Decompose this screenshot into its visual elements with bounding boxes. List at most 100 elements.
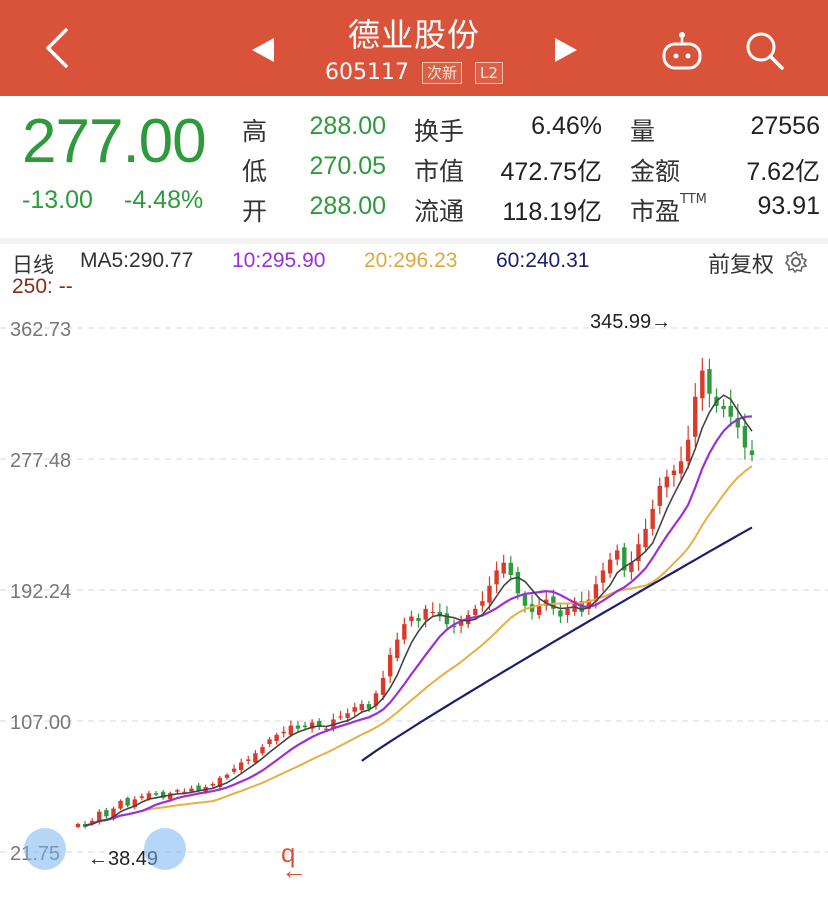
candle-body	[487, 585, 492, 603]
volume-value: 27556	[750, 112, 820, 140]
candle-body	[160, 791, 166, 798]
candle-body	[707, 369, 712, 394]
candle-body	[522, 594, 528, 606]
candle-body	[430, 611, 435, 614]
candle-body	[650, 508, 655, 529]
candle-body	[217, 777, 223, 788]
amount-value: 7.62亿	[746, 158, 820, 186]
zoom-out-button[interactable]	[24, 828, 66, 870]
low-value: 270.05	[309, 152, 386, 180]
scroll-back-indicator[interactable]: q ←	[281, 838, 307, 900]
candle-body	[444, 613, 450, 625]
candle-body	[153, 793, 159, 795]
candle-body	[125, 797, 130, 806]
candle-body	[685, 439, 691, 462]
period-label[interactable]: 日线	[12, 254, 54, 277]
candle-body	[700, 370, 705, 399]
back-icon[interactable]	[38, 26, 78, 70]
candle-body	[473, 608, 478, 615]
candle-body	[615, 550, 620, 560]
min-price-label: ←38.49	[88, 848, 158, 870]
candle-body	[551, 596, 556, 609]
next-stock-icon[interactable]	[553, 36, 579, 64]
candle-body	[89, 820, 95, 824]
candle-body	[536, 605, 542, 615]
float-cap-value: 118.19亿	[502, 198, 602, 226]
volume-label: 量	[630, 117, 656, 146]
search-icon[interactable]	[742, 28, 786, 72]
candle-body	[196, 785, 201, 791]
open-label: 开	[242, 197, 268, 226]
candle-body	[146, 793, 152, 800]
candle-body	[480, 601, 485, 606]
new-stock-tag: 次新	[422, 62, 463, 84]
candle-body	[409, 616, 414, 622]
gear-icon[interactable]	[784, 250, 808, 274]
candle-body	[75, 823, 81, 828]
candle-body	[643, 528, 648, 548]
chart-grid	[0, 327, 828, 853]
candle-body	[735, 418, 741, 428]
candle-body	[104, 810, 109, 817]
candle-body	[387, 654, 393, 677]
candle-body	[260, 747, 265, 754]
candle-body	[317, 720, 322, 726]
price-change-percent: -4.48%	[124, 186, 204, 214]
robot-assistant-icon[interactable]	[660, 30, 704, 72]
candle-body	[189, 788, 194, 792]
pe-label: 市盈TTM	[630, 192, 707, 228]
adjust-mode-button[interactable]: 前复权	[708, 253, 775, 278]
ma20-line	[91, 465, 753, 825]
candle-body	[267, 739, 272, 745]
price-change: -13.00	[22, 186, 93, 214]
candle-body	[210, 783, 215, 786]
candle-body	[749, 450, 755, 456]
candle-body	[338, 716, 343, 718]
candles	[75, 358, 755, 829]
level2-tag: L2	[475, 62, 503, 84]
ma250-legend: 250: --	[12, 275, 73, 298]
candle-body	[380, 677, 386, 695]
candle-body	[309, 722, 315, 729]
candle-body	[295, 725, 301, 729]
y-tick-label: 277.48	[10, 450, 71, 472]
candle-body	[586, 599, 592, 609]
candle-body	[565, 608, 570, 615]
turnover-label: 换手	[414, 117, 465, 146]
previous-stock-icon[interactable]	[250, 36, 276, 64]
candle-body	[253, 753, 258, 763]
candle-body	[345, 713, 350, 718]
ma20-legend: 20:296.23	[364, 249, 458, 272]
candle-body	[302, 725, 308, 728]
candle-body	[678, 461, 684, 474]
current-price: 277.00	[22, 107, 207, 176]
candle-body	[224, 774, 230, 778]
pe-value: 93.91	[757, 192, 820, 220]
max-price-label: 345.99→	[590, 311, 671, 333]
candle-body	[118, 800, 123, 809]
candle-body	[246, 759, 251, 761]
stock-code-row: 605117 次新 L2	[0, 60, 828, 85]
candle-body	[168, 793, 173, 800]
candle-body	[558, 610, 563, 617]
left-arrow-icon: ←	[281, 855, 307, 885]
candle-body	[324, 728, 329, 730]
ma5-line	[84, 394, 753, 827]
candle-body	[373, 693, 379, 706]
y-tick-label: 362.73	[10, 319, 71, 341]
candle-body	[600, 570, 606, 583]
app-header: 德业股份 605117 次新 L2	[0, 0, 828, 96]
ma10-legend: 10:295.90	[232, 249, 326, 272]
ma-lines	[84, 394, 753, 827]
float-cap-label: 流通	[414, 197, 465, 226]
candle-body	[423, 608, 428, 620]
candle-body	[607, 559, 613, 574]
candle-body	[451, 625, 457, 628]
candle-body	[352, 707, 357, 712]
zoom-in-button[interactable]	[144, 828, 186, 870]
open-value: 288.00	[309, 192, 386, 220]
ma60-legend: 60:240.31	[496, 249, 590, 272]
candle-body	[458, 621, 464, 626]
candle-body	[664, 476, 670, 488]
